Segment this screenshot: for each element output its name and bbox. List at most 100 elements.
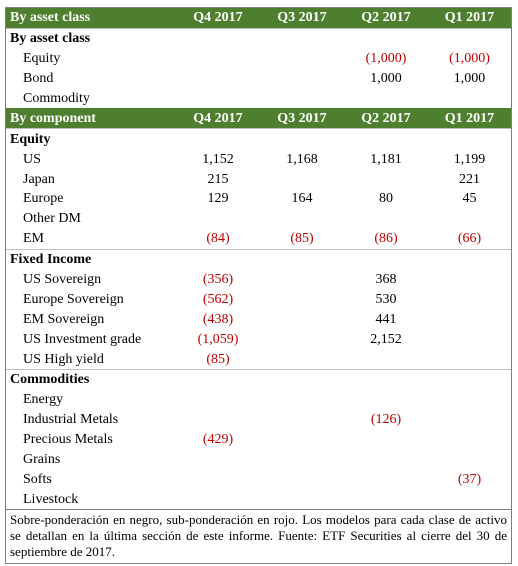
empty-cell <box>428 27 511 49</box>
cell <box>176 89 260 109</box>
cell: (37) <box>457 471 482 487</box>
row-label: Softs <box>23 471 52 487</box>
cell: 441 <box>375 311 397 327</box>
cell: 1,000 <box>453 71 486 87</box>
cell <box>260 289 344 309</box>
item-row: US 1,152 1,168 1,181 1,199 <box>6 149 511 169</box>
cell <box>428 289 511 309</box>
cell <box>176 489 260 509</box>
cell <box>428 329 511 349</box>
empty-cell <box>176 128 260 150</box>
cell: 368 <box>375 272 397 288</box>
item-row: Japan 215 221 <box>6 169 511 189</box>
cell <box>260 49 344 69</box>
cell: 1,000 <box>370 71 402 87</box>
row-label: EM Sovereign <box>23 311 105 327</box>
section-label: By asset class <box>6 27 176 49</box>
section-row: Equity <box>6 128 511 150</box>
header-row: By component Q4 2017 Q3 2017 Q2 2017 Q1 2017 <box>6 108 511 129</box>
cell: (86) <box>374 231 398 247</box>
cell <box>260 69 344 89</box>
cell <box>344 450 428 470</box>
cell <box>344 390 428 410</box>
column-header: Q3 2017 <box>260 108 344 129</box>
cell: (66) <box>457 231 482 247</box>
cell <box>176 209 260 229</box>
cell: (356) <box>202 272 234 288</box>
cell: 45 <box>462 191 477 207</box>
cell <box>428 270 511 290</box>
cell <box>428 309 511 329</box>
header-row: By asset class Q4 2017 Q3 2017 Q2 2017 Q1 20… <box>6 8 511 29</box>
section-row: Commodities <box>6 369 511 390</box>
row-label: Europe Sovereign <box>23 291 124 307</box>
item-row: Commodity <box>6 89 511 109</box>
column-header: Q4 2017 <box>176 108 260 129</box>
empty-cell <box>176 248 260 270</box>
cell: (562) <box>202 291 234 307</box>
empty-cell <box>260 27 344 49</box>
row-label: Industrial Metals <box>23 412 119 428</box>
cell: (1,000) <box>449 51 490 67</box>
empty-cell <box>344 27 428 49</box>
item-row: US Investment grade (1,059) 2,152 <box>6 329 511 349</box>
cell <box>260 410 344 430</box>
cell <box>260 309 344 329</box>
section-label: Equity <box>6 128 176 150</box>
cell: 80 <box>379 191 393 207</box>
empty-cell <box>260 128 344 150</box>
item-row: US Sovereign (356) 368 <box>6 270 511 290</box>
item-row: Softs (37) <box>6 469 511 489</box>
cell: (84) <box>206 231 230 247</box>
cell <box>344 489 428 509</box>
cell <box>176 69 260 89</box>
cell <box>176 450 260 470</box>
cell <box>176 469 260 489</box>
cell <box>260 270 344 290</box>
item-row: Precious Metals (429) <box>6 430 511 450</box>
empty-cell <box>428 128 511 150</box>
column-header: Q3 2017 <box>260 8 344 29</box>
cell: 221 <box>459 171 480 187</box>
item-row: Industrial Metals (126) <box>6 410 511 430</box>
section-row: By asset class <box>6 27 511 49</box>
item-row: Bond 1,000 1,000 <box>6 69 511 89</box>
cell <box>428 410 511 430</box>
cell <box>428 450 511 470</box>
cell <box>260 169 344 189</box>
cell <box>176 49 260 69</box>
empty-cell <box>428 369 511 390</box>
item-row: Other DM <box>6 209 511 229</box>
cell <box>344 469 428 489</box>
item-row: Europe 129 164 80 45 <box>6 189 511 209</box>
section-label: Fixed Income <box>6 248 176 270</box>
cell <box>260 209 344 229</box>
cell: 1,168 <box>286 151 318 167</box>
column-header: Q2 2017 <box>344 8 428 29</box>
cell <box>176 410 260 430</box>
cell: (1,000) <box>365 51 407 67</box>
item-row: EM (84) (85) (86) (66) <box>6 229 511 249</box>
cell <box>428 349 511 369</box>
section-label: Commodities <box>6 369 176 390</box>
cell <box>260 489 344 509</box>
cell <box>428 209 511 229</box>
cell: (429) <box>202 432 234 448</box>
row-label: US High yield <box>23 351 104 367</box>
column-header: Q1 2017 <box>428 8 511 29</box>
cell <box>260 450 344 470</box>
item-row: EM Sovereign (438) 441 <box>6 309 511 329</box>
row-label: Livestock <box>23 491 79 507</box>
footnote: Sobre-ponderación en negro, sub-ponderac… <box>6 509 511 563</box>
row-label: Energy <box>23 392 64 408</box>
cell: 1,152 <box>202 151 234 167</box>
cell: (1,059) <box>197 331 239 347</box>
cell <box>344 89 428 109</box>
empty-cell <box>344 128 428 150</box>
cell: 215 <box>207 171 229 187</box>
cell <box>428 390 511 410</box>
cell: (126) <box>370 412 402 428</box>
row-label: Bond <box>23 71 54 87</box>
empty-cell <box>260 369 344 390</box>
row-label: US Investment grade <box>23 331 142 347</box>
